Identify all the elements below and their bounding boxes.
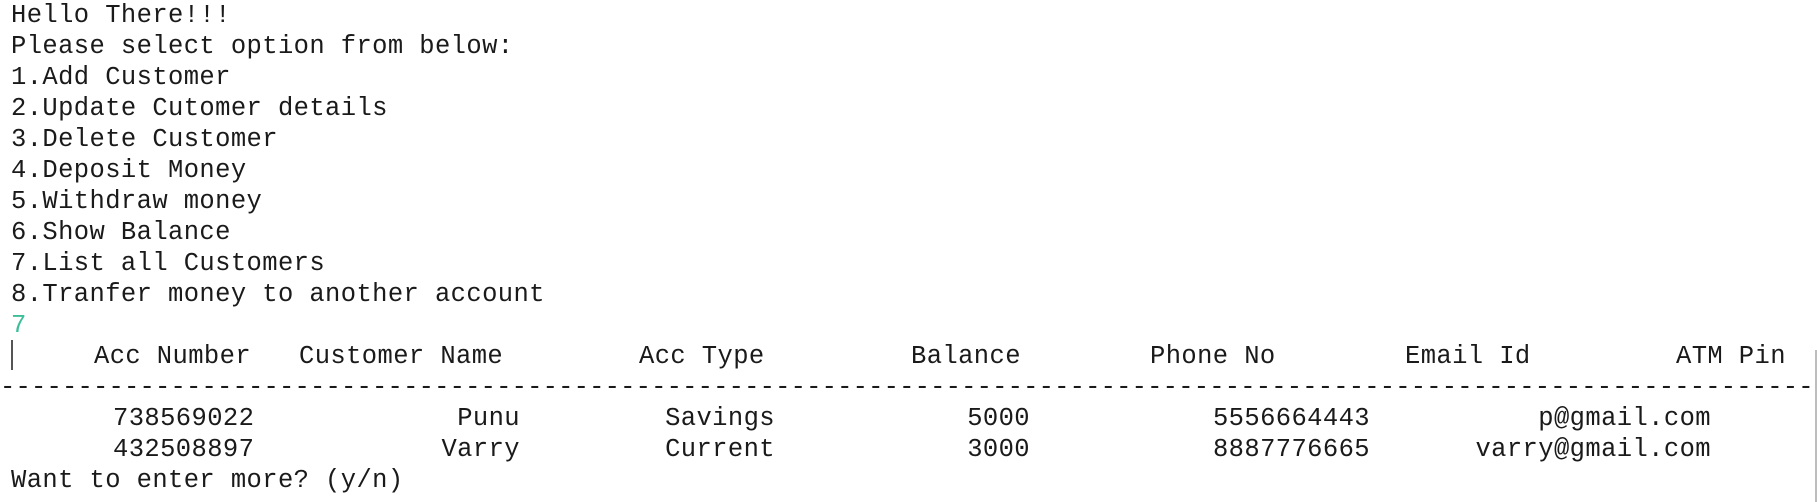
header-acc-number: Acc Number — [94, 342, 252, 371]
menu-prompt: Please select option from below: — [11, 32, 514, 61]
header-email-id: Email Id — [1405, 342, 1531, 371]
user-input-echo: 7 — [11, 311, 27, 340]
menu-option-show-balance: 6.Show Balance — [11, 218, 231, 247]
header-atm-pin: ATM Pin — [1676, 342, 1786, 371]
cell-phone-no: 5556664443 — [1212, 404, 1370, 433]
cell-email-id: varry@gmail.com — [1475, 435, 1711, 464]
menu-option-deposit-money: 4.Deposit Money — [11, 156, 247, 185]
cell-balance: 3000 — [967, 435, 1030, 464]
table-separator: ----------------------------------------… — [0, 373, 1817, 402]
cell-phone-no: 8887776665 — [1212, 435, 1370, 464]
cell-customer-name: Varry — [441, 435, 520, 464]
menu-option-delete-customer: 3.Delete Customer — [11, 125, 278, 154]
menu-option-transfer-money: 8.Tranfer money to another account — [11, 280, 545, 309]
cell-balance: 5000 — [967, 404, 1030, 433]
cell-customer-name: Punu — [457, 404, 520, 433]
menu-option-list-customers: 7.List all Customers — [11, 249, 326, 278]
scrollbar-edge — [1815, 350, 1817, 502]
cell-acc-type: Current — [665, 435, 775, 464]
header-phone-no: Phone No — [1150, 342, 1276, 371]
header-acc-type: Acc Type — [639, 342, 765, 371]
text-cursor — [11, 340, 13, 370]
header-balance: Balance — [911, 342, 1021, 371]
menu-option-update-customer: 2.Update Cutomer details — [11, 94, 388, 123]
header-customer-name: Customer Name — [299, 342, 504, 371]
cell-acc-type: Savings — [665, 404, 775, 433]
footer-prompt: Want to enter more? (y/n) — [11, 466, 404, 495]
greeting-text: Hello There!!! — [11, 1, 231, 30]
menu-option-withdraw-money: 5.Withdraw money — [11, 187, 263, 216]
menu-option-add-customer: 1.Add Customer — [11, 63, 231, 92]
cell-email-id: p@gmail.com — [1538, 404, 1711, 433]
cell-acc-number: 738569022 — [113, 404, 255, 433]
cell-acc-number: 432508897 — [113, 435, 255, 464]
